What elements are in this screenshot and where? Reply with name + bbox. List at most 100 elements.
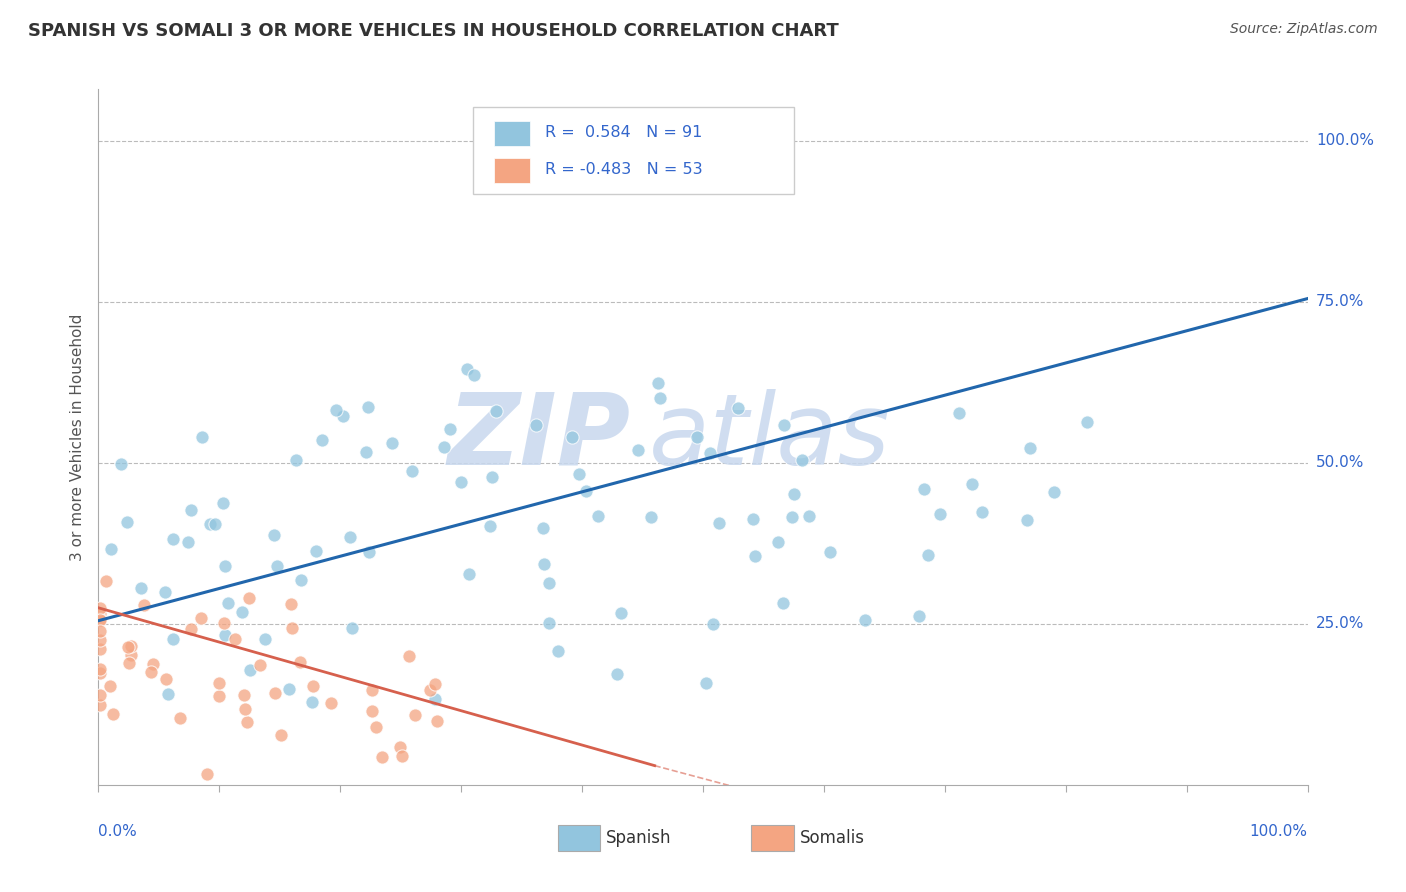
Point (780, 509, 803, 524)
Point (917, 548, 939, 562)
Point (741, 512, 763, 526)
Point (533, 558, 555, 572)
Point (744, 549, 766, 563)
Point (531, 521, 554, 535)
Point (208, 675, 231, 690)
Point (217, 596, 239, 610)
Point (772, 596, 794, 610)
Point (280, 621, 302, 635)
Point (391, 749, 413, 764)
Point (907, 609, 929, 624)
Point (208, 689, 231, 703)
Point (139, 665, 162, 680)
Point (818, 544, 841, 558)
Y-axis label: 3 or more Vehicles in Household: 3 or more Vehicles in Household (69, 313, 84, 561)
Point (120, 648, 142, 662)
Point (524, 417, 547, 432)
Point (766, 535, 789, 549)
Point (249, 657, 271, 672)
Text: R =  0.584   N = 91: R = 0.584 N = 91 (544, 125, 702, 140)
Point (301, 695, 323, 709)
Point (929, 507, 952, 521)
Point (360, 704, 382, 718)
Point (280, 598, 302, 612)
Point (948, 406, 970, 420)
Point (155, 672, 177, 686)
Point (381, 435, 404, 450)
Point (360, 682, 382, 697)
Point (339, 530, 361, 544)
Point (450, 475, 472, 489)
Point (960, 476, 983, 491)
Point (1019, 442, 1042, 456)
Point (356, 445, 378, 459)
Point (319, 696, 342, 710)
Point (853, 613, 876, 627)
Point (707, 516, 730, 530)
Point (485, 404, 508, 418)
Text: 25.0%: 25.0% (1316, 616, 1364, 632)
Point (238, 591, 260, 605)
Text: ZIP: ZIP (447, 389, 630, 485)
Point (972, 505, 994, 519)
Point (588, 509, 610, 524)
Point (101, 707, 124, 722)
Point (263, 528, 285, 542)
Text: 100.0%: 100.0% (1250, 824, 1308, 838)
Point (190, 610, 212, 624)
Point (278, 682, 301, 697)
Point (129, 582, 152, 596)
Bar (494, 121, 530, 146)
Point (89, 642, 111, 657)
Point (419, 683, 441, 698)
Point (200, 517, 222, 532)
Point (912, 482, 935, 496)
Point (364, 720, 387, 734)
Point (626, 442, 648, 457)
Point (311, 433, 333, 447)
Point (89, 607, 111, 622)
Point (325, 403, 347, 417)
Point (727, 401, 749, 415)
Point (266, 558, 288, 573)
Point (264, 685, 287, 699)
Text: Spanish: Spanish (606, 829, 672, 847)
Point (89, 665, 111, 680)
Point (89, 613, 111, 627)
Point (224, 632, 246, 647)
Point (96, 574, 118, 588)
Point (89, 613, 111, 627)
Point (214, 559, 236, 574)
Bar (751, 824, 794, 851)
Point (118, 656, 141, 670)
Point (204, 516, 226, 531)
Point (89, 601, 111, 615)
Text: Somalis: Somalis (800, 829, 865, 847)
Point (100, 541, 122, 556)
Point (371, 750, 394, 764)
Point (478, 518, 501, 533)
Point (235, 715, 257, 730)
Point (423, 677, 446, 691)
Point (162, 632, 184, 646)
Point (212, 495, 235, 509)
Point (132, 598, 155, 612)
Point (253, 632, 276, 646)
Text: Source: ZipAtlas.com: Source: ZipAtlas.com (1230, 22, 1378, 37)
Point (214, 628, 236, 642)
Point (610, 606, 633, 620)
Point (180, 502, 202, 516)
Point (290, 574, 312, 588)
Point (342, 621, 364, 635)
Point (359, 545, 381, 559)
Text: SPANISH VS SOMALI 3 OR MORE VEHICLES IN HOUSEHOLD CORRELATION CHART: SPANISH VS SOMALI 3 OR MORE VEHICLES IN … (28, 22, 839, 40)
Point (1042, 485, 1064, 500)
Point (120, 639, 142, 653)
Point (404, 707, 426, 722)
Point (156, 687, 179, 701)
Point (423, 692, 446, 706)
Point (89, 633, 111, 648)
Point (640, 509, 662, 524)
Point (89, 688, 111, 702)
Text: R = -0.483   N = 53: R = -0.483 N = 53 (544, 161, 702, 177)
